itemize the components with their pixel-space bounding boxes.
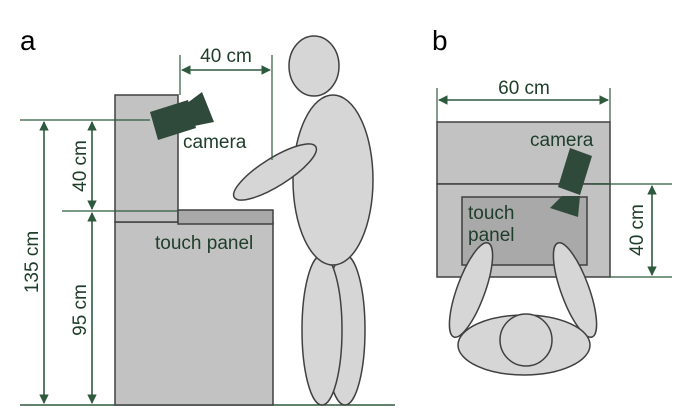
dim-width-label: 60 cm bbox=[498, 78, 550, 99]
dim-right-label: 40 cm bbox=[627, 204, 648, 256]
person-side bbox=[232, 35, 374, 406]
dim-vertical-135: 135 cm bbox=[22, 121, 49, 404]
dim-vertical-40: 40 cm bbox=[70, 121, 97, 210]
dim-horizontal-40: 40 cm bbox=[179, 46, 273, 160]
person-top bbox=[448, 242, 598, 376]
panel-a-label: a bbox=[20, 25, 36, 56]
touch-panel-b-label-1: touch bbox=[468, 203, 514, 224]
panel-b-label: b bbox=[432, 25, 448, 56]
dim-width-60: 60 cm bbox=[436, 78, 611, 122]
dim-total-label: 135 cm bbox=[22, 231, 43, 293]
touch-panel-b-label-2: panel bbox=[468, 225, 515, 246]
dim-vertical-95: 95 cm bbox=[70, 212, 97, 404]
panel-b: b 60 cm camera touch panel bbox=[432, 25, 672, 376]
touch-panel-surface bbox=[177, 209, 274, 225]
camera-b-label: camera bbox=[530, 130, 594, 151]
panel-a: a camera touch panel 40 cm bbox=[20, 25, 395, 406]
camera-b bbox=[550, 148, 592, 217]
camera-a bbox=[150, 92, 214, 140]
dim-right-40: 40 cm bbox=[590, 183, 672, 278]
dim-upper-label: 40 cm bbox=[70, 140, 91, 192]
dim-top-label: 40 cm bbox=[200, 46, 252, 67]
camera-a-label: camera bbox=[183, 132, 247, 153]
cabinet-body bbox=[114, 221, 274, 406]
dim-lower-label: 95 cm bbox=[70, 284, 91, 336]
touch-panel-a-label: touch panel bbox=[155, 233, 253, 254]
